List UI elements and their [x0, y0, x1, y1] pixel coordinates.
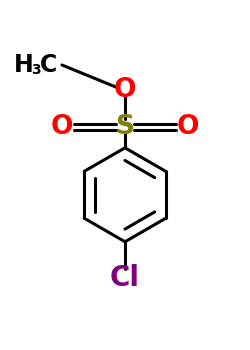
- Text: H: H: [14, 53, 34, 77]
- Text: O: O: [114, 77, 136, 103]
- Text: S: S: [116, 114, 134, 140]
- Text: Cl: Cl: [110, 264, 140, 292]
- Text: O: O: [51, 114, 73, 140]
- Text: 3: 3: [31, 63, 40, 77]
- Text: C: C: [40, 53, 57, 77]
- Text: O: O: [177, 114, 199, 140]
